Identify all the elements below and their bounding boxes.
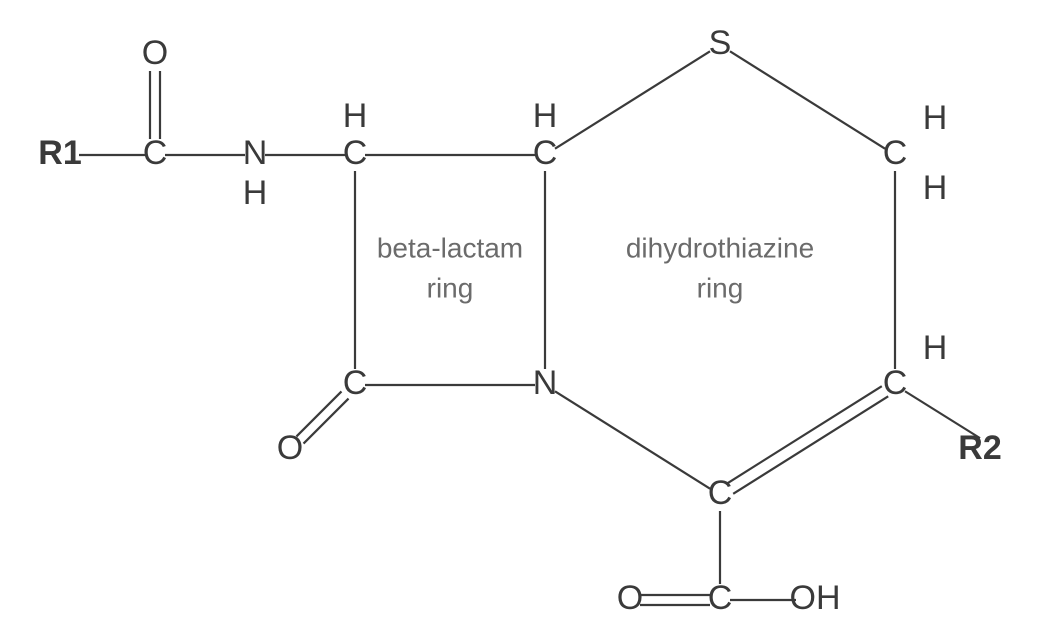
bond-line [555, 391, 710, 488]
atom-c7: C [343, 364, 368, 402]
atom-c4: C [883, 134, 908, 172]
atom-c8: C [708, 579, 733, 617]
bond-line [733, 396, 888, 493]
atom-s: S [709, 24, 732, 62]
ring-labels-layer: beta-lactam ring dihydrothiazine ring [377, 232, 814, 303]
ring-label-beta_lactam-line1: beta-lactam [377, 232, 523, 263]
atom-c5: C [883, 364, 908, 402]
atom-n1: N [243, 134, 268, 172]
atom-h_c3: H [533, 97, 558, 135]
ring-label-beta_lactam-line2: ring [427, 272, 474, 303]
atom-n2: N [533, 364, 558, 402]
atom-c6: C [708, 474, 733, 512]
ring-label-dihydrothiazine-line1: dihydrothiazine [626, 232, 814, 263]
ring-label-dihydrothiazine-line2: ring [697, 272, 744, 303]
atom-o3: O [617, 579, 643, 617]
atom-h_c2: H [343, 97, 368, 135]
bonds-layer [79, 51, 980, 605]
atoms-layer: R1CONHCHCHSCHHCHR2CNCOCOOH [38, 24, 1001, 617]
atom-h_c4b: H [923, 169, 948, 207]
atom-h_c4a: H [923, 99, 948, 137]
bond-line [555, 51, 710, 148]
bond-line [304, 399, 349, 444]
atom-c1: C [143, 134, 168, 172]
bond-line [727, 386, 882, 483]
atom-o1: O [142, 34, 168, 72]
chemical-structure-diagram: R1CONHCHCHSCHHCHR2CNCOCOOH beta-lactamri… [0, 0, 1059, 640]
atom-h_n1: H [243, 174, 268, 212]
atom-h_c5: H [923, 329, 948, 367]
atom-oh: OH [790, 579, 841, 617]
atom-o2: O [277, 429, 303, 467]
atom-c2: C [343, 134, 368, 172]
bond-line [730, 51, 885, 148]
atom-r2: R2 [958, 429, 1001, 467]
atom-c3: C [533, 134, 558, 172]
atom-r1: R1 [38, 134, 81, 172]
